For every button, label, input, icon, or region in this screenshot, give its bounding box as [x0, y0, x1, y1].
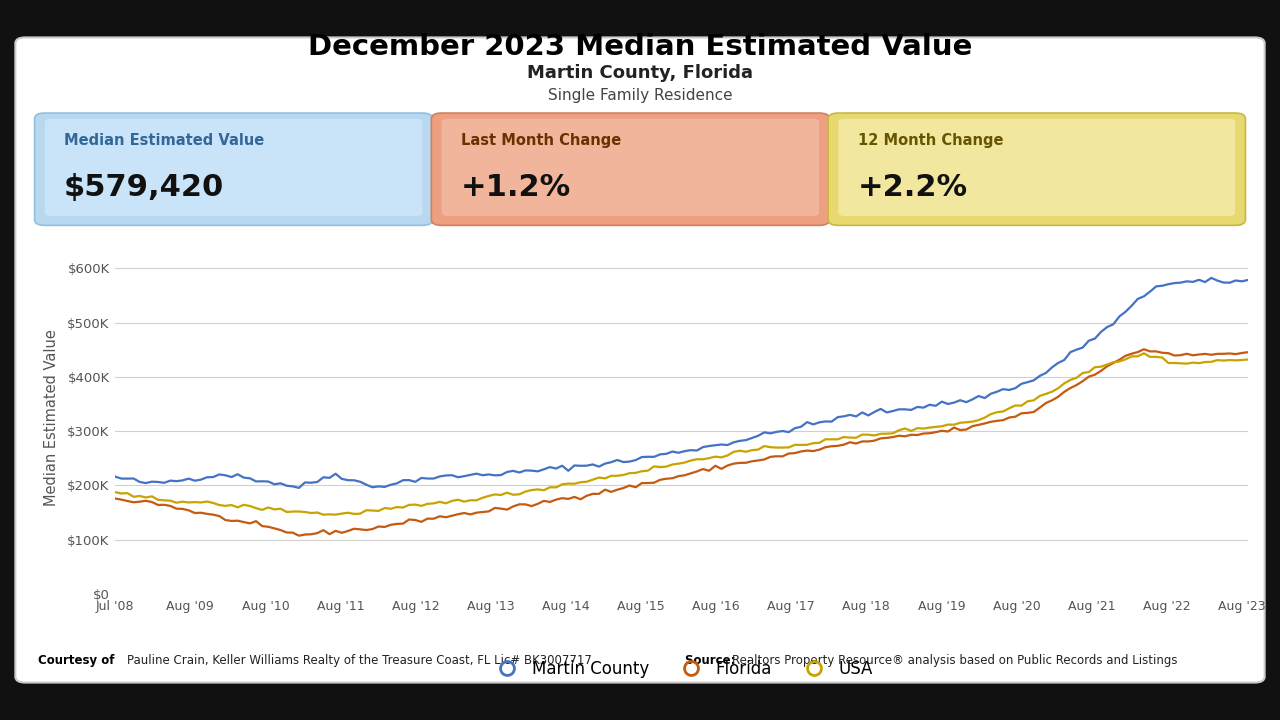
FancyBboxPatch shape [838, 119, 1235, 216]
FancyBboxPatch shape [35, 113, 433, 225]
Text: Pauline Crain, Keller Williams Realty of the Treasure Coast, FL Lic# BK3007717: Pauline Crain, Keller Williams Realty of… [127, 654, 591, 667]
Text: 12 Month Change: 12 Month Change [858, 133, 1004, 148]
Text: Martin County, Florida: Martin County, Florida [527, 64, 753, 82]
FancyBboxPatch shape [431, 113, 829, 225]
FancyBboxPatch shape [442, 119, 819, 216]
FancyBboxPatch shape [15, 37, 1265, 683]
Text: Single Family Residence: Single Family Residence [548, 88, 732, 102]
Text: Last Month Change: Last Month Change [461, 133, 621, 148]
Text: $579,420: $579,420 [64, 173, 224, 202]
FancyBboxPatch shape [45, 119, 422, 216]
Text: Median Estimated Value: Median Estimated Value [64, 133, 264, 148]
Y-axis label: Median Estimated Value: Median Estimated Value [44, 329, 59, 506]
Text: Source:: Source: [685, 654, 740, 667]
Text: Realtors Property Resource® analysis based on Public Records and Listings: Realtors Property Resource® analysis bas… [732, 654, 1178, 667]
Text: December 2023 Median Estimated Value: December 2023 Median Estimated Value [307, 33, 973, 60]
FancyBboxPatch shape [828, 113, 1245, 225]
Legend: Martin County, Florida, USA: Martin County, Florida, USA [484, 653, 879, 685]
Text: +1.2%: +1.2% [461, 173, 571, 202]
Text: Courtesy of: Courtesy of [38, 654, 119, 667]
Text: +2.2%: +2.2% [858, 173, 968, 202]
